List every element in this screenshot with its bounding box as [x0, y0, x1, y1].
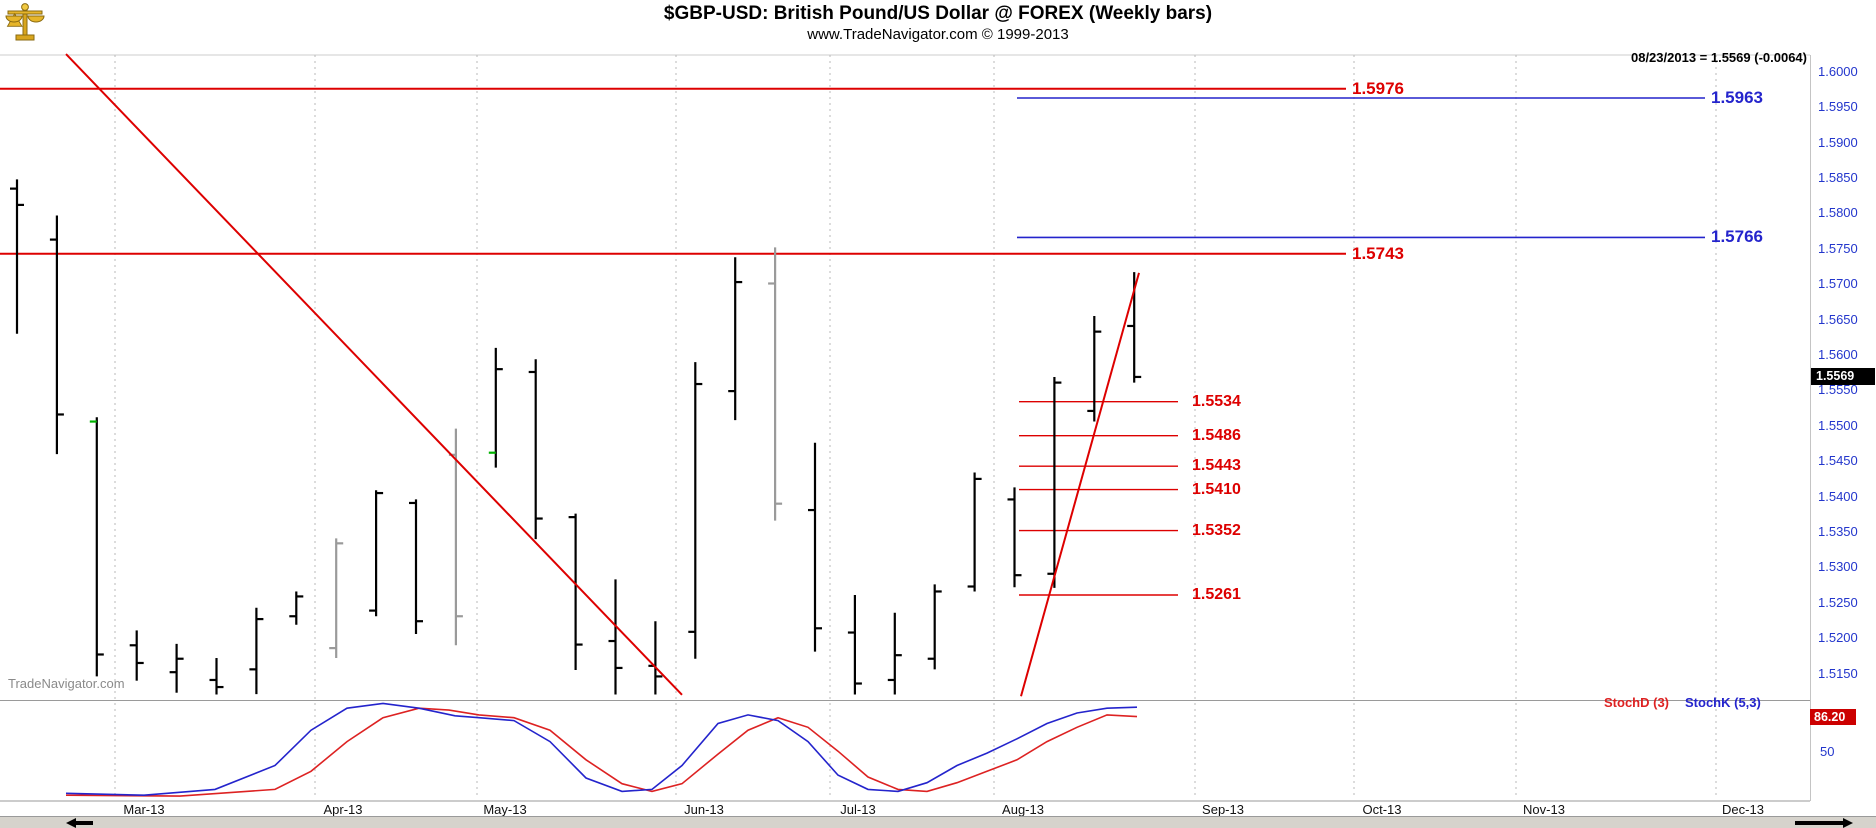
- month-gridlines: [114, 55, 1717, 799]
- watermark-text: TradeNavigator.com: [8, 676, 125, 691]
- trade-navigator-logo: [4, 2, 46, 46]
- ohlc-bars: [10, 179, 1142, 695]
- stoch-legend: StochD (3) StochK (5,3): [1604, 695, 1814, 710]
- level-label: 1.5766: [1711, 227, 1763, 247]
- month-label: Aug-13: [1002, 802, 1044, 817]
- month-label: May-13: [483, 802, 527, 817]
- month-label: Jun-13: [684, 802, 724, 817]
- level-label: 1.5976: [1352, 78, 1404, 98]
- price-tick-label: 1.5250: [1818, 594, 1858, 610]
- price-tick-label: 1.5750: [1818, 240, 1858, 256]
- price-tick-label: 1.5850: [1818, 170, 1858, 185]
- price-tick-label: 1.5950: [1818, 99, 1858, 115]
- month-label: Dec-13: [1722, 802, 1764, 817]
- stochd-line: [65, 707, 1138, 797]
- price-tick-label: 1.5400: [1818, 488, 1858, 504]
- price-tick-label: 1.6000: [1818, 63, 1858, 79]
- price-tick-label: 1.5700: [1818, 276, 1858, 292]
- price-tick-label: 1.5800: [1818, 205, 1858, 221]
- level-label: 1.5443: [1192, 457, 1241, 475]
- level-label: 1.5410: [1192, 480, 1241, 498]
- last-price-badge: 1.5569: [1811, 368, 1875, 386]
- scroll-left-arrow-icon[interactable]: [66, 818, 76, 828]
- scroll-left-arrow-tail[interactable]: [75, 821, 93, 825]
- stoch-axis-label: 50: [1820, 744, 1835, 759]
- chart-frame: [0, 54, 1811, 802]
- price-tick-label: 1.5650: [1818, 311, 1858, 327]
- scales-icon: [5, 3, 45, 41]
- price-tick-label: 1.5150: [1818, 665, 1858, 681]
- price-tick-label: 1.5500: [1818, 417, 1858, 433]
- trend-lines: [65, 53, 1140, 697]
- month-label: Nov-13: [1523, 802, 1565, 817]
- scroll-right-arrow-tail[interactable]: [1795, 821, 1844, 825]
- horizontal-scrollbar[interactable]: [0, 816, 1876, 828]
- level-label: 1.5261: [1192, 586, 1241, 603]
- level-label: 1.5743: [1352, 243, 1404, 263]
- price-tick-label: 1.5200: [1818, 630, 1858, 646]
- level-label: 1.5963: [1711, 87, 1763, 107]
- price-tick-label: 1.5900: [1818, 134, 1858, 150]
- month-label: Apr-13: [323, 802, 363, 817]
- price-tick-label: 1.5600: [1818, 347, 1858, 362]
- price-tick-label: 1.5350: [1818, 524, 1858, 539]
- chart-subtitle: www.TradeNavigator.com © 1999-2013: [807, 26, 1069, 43]
- level-label: 1.5352: [1192, 521, 1241, 539]
- level-label: 1.5534: [1192, 392, 1241, 410]
- price-tick-label: 1.5300: [1818, 559, 1858, 575]
- month-label: Mar-13: [123, 802, 165, 817]
- scroll-right-arrow-icon[interactable]: [1843, 818, 1853, 828]
- level-label: 1.5486: [1192, 426, 1241, 444]
- month-label: Sep-13: [1202, 802, 1244, 817]
- stoch-value-badge: 86.20: [1810, 708, 1856, 725]
- stochd-legend-label: StochD (3): [1604, 695, 1669, 710]
- month-label: Oct-13: [1362, 802, 1402, 817]
- stochastic-curves: [65, 702, 1138, 797]
- last-quote-annotation: 08/23/2013 = 1.5569 (-0.0064): [1630, 50, 1807, 65]
- price-tick-label: 1.5550: [1818, 382, 1858, 398]
- price-tick-label: 1.5450: [1818, 453, 1858, 469]
- month-label: Jul-13: [840, 802, 876, 817]
- level-lines: [0, 87, 1705, 596]
- stochk-legend-label: StochK (5,3): [1685, 695, 1761, 710]
- chart-title: $GBP-USD: British Pound/US Dollar @ FORE…: [663, 3, 1213, 24]
- stochk-line: [65, 702, 1138, 797]
